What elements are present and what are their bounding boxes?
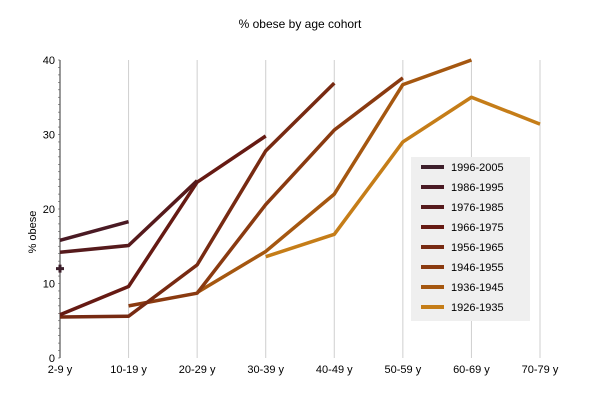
x-tick-label: 70-79 y — [522, 364, 559, 376]
y-tick-label: 30 — [43, 130, 55, 142]
y-tick-label: 20 — [43, 204, 55, 216]
series-line — [128, 76, 404, 308]
x-tick-label: 10-19 y — [110, 364, 147, 376]
series-line — [59, 219, 130, 242]
x-tick-label: 50-59 y — [385, 364, 422, 376]
legend: 1996-2005 1986-1995 1976-1985 1966-1975 1956… — [411, 157, 530, 321]
x-tick-label: 60-69 y — [453, 364, 490, 376]
x-tick-label: 20-29 y — [179, 364, 216, 376]
legend-label: 1966-1975 — [451, 222, 504, 234]
legend-label: 1996-2005 — [451, 162, 504, 174]
y-tick-label: 0 — [49, 353, 55, 365]
series-line — [196, 58, 473, 294]
legend-label: 1986-1995 — [451, 182, 504, 194]
series-line — [59, 81, 336, 319]
series-point-marker — [56, 264, 64, 273]
legend-label: 1936-1945 — [451, 282, 504, 294]
legend-box — [411, 157, 530, 321]
series-line — [265, 95, 541, 259]
y-axis-label: % obese — [27, 211, 39, 254]
y-tick-label: 40 — [43, 55, 55, 67]
legend-label: 1956-1965 — [451, 242, 504, 254]
y-tick-label: 10 — [43, 279, 55, 291]
x-tick-label: 40-49 y — [316, 364, 353, 376]
series-line — [59, 134, 267, 317]
legend-label: 1926-1935 — [451, 302, 504, 314]
series-line — [59, 179, 199, 254]
x-tick-label: 30-39 y — [247, 364, 284, 376]
axis-layer: 0 10 20 30 40 2-9 y 10-19 y 20-29 y 30-39 y 40-49… — [43, 55, 559, 376]
series-layer — [56, 58, 541, 319]
legend-label: 1976-1985 — [451, 202, 504, 214]
x-tick-label: 2-9 y — [48, 364, 73, 376]
legend-label: 1946-1955 — [451, 262, 504, 274]
chart-title: % obese by age cohort — [239, 17, 362, 31]
